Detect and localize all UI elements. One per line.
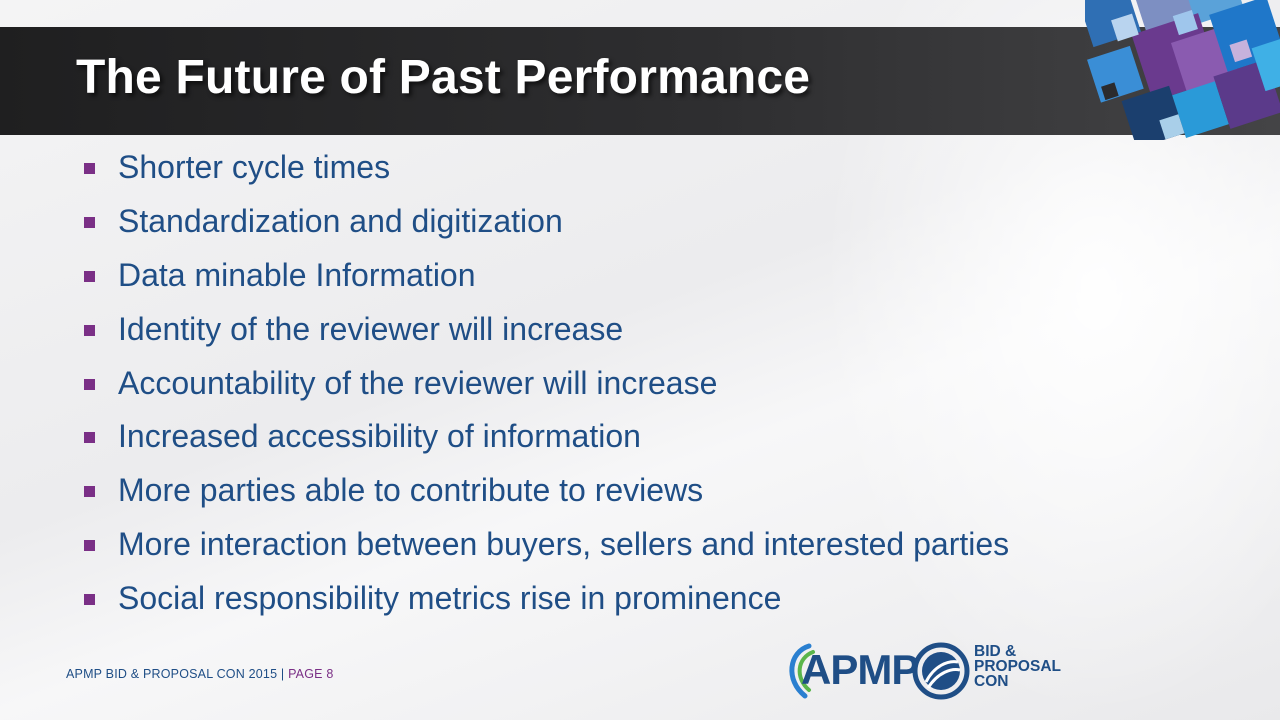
bullet-text: More parties able to contribute to revie… <box>118 472 704 509</box>
square-bullet-icon <box>84 163 95 175</box>
bullet-item: More parties able to contribute to revie… <box>84 464 1009 518</box>
bullet-item: Increased accessibility of information <box>84 410 1009 464</box>
bid-logo-line: CON <box>974 673 1009 690</box>
bid-proposal-con-logo-icon <box>912 642 970 700</box>
square-bullet-icon <box>84 432 95 444</box>
bullet-text: Data minable Information <box>118 256 476 293</box>
apmp-logo: APMP <box>783 640 919 702</box>
bullet-text: Social responsibility metrics rise in pr… <box>118 579 782 616</box>
bullet-text: More interaction between buyers, sellers… <box>118 525 1010 562</box>
bid-logo-line: PROPOSAL <box>974 658 1061 675</box>
bullet-text: Standardization and digitization <box>118 203 563 240</box>
bullet-text: Identity of the reviewer will increase <box>118 310 624 347</box>
bid-proposal-con-text: BID & PROPOSAL CON <box>974 643 1061 690</box>
square-bullet-icon <box>84 270 95 282</box>
apmp-logo-icon <box>789 643 815 699</box>
slide-title: The Future of Past Performance <box>76 51 811 104</box>
bullet-item: Data minable Information <box>84 249 1009 303</box>
square-bullet-icon <box>84 378 95 390</box>
bid-logo-line: BID & <box>974 643 1017 660</box>
title-bar <box>0 27 1280 135</box>
bid-proposal-con-logo: BID & PROPOSAL CON <box>912 640 1062 702</box>
square-bullet-icon <box>84 486 95 498</box>
footer-event: APMP BID & PROPOSAL CON 2015 <box>66 667 278 681</box>
square-bullet-icon <box>84 539 95 551</box>
bullet-item: Accountability of the reviewer will incr… <box>84 356 1009 410</box>
bullet-text: Increased accessibility of information <box>118 418 641 455</box>
apmp-logo-text: APMP <box>801 646 919 693</box>
bullet-item: More interaction between buyers, sellers… <box>84 518 1009 572</box>
mosaic-squares-decoration <box>1085 0 1280 140</box>
square-bullet-icon <box>84 217 95 229</box>
square-bullet-icon <box>84 593 95 605</box>
bullet-item: Social responsibility metrics rise in pr… <box>84 571 1009 625</box>
bullet-item: Shorter cycle times <box>84 141 1009 195</box>
square-bullet-icon <box>84 324 95 336</box>
bullet-text: Shorter cycle times <box>118 149 391 186</box>
bullet-item: Identity of the reviewer will increase <box>84 302 1009 356</box>
page-number: PAGE 8 <box>288 667 334 681</box>
slide-footer: APMP BID & PROPOSAL CON 2015 | PAGE 8 <box>66 667 334 681</box>
bullet-text: Accountability of the reviewer will incr… <box>118 364 718 401</box>
footer-separator: | <box>280 667 285 681</box>
bullet-item: Standardization and digitization <box>84 195 1009 249</box>
bullet-list: Shorter cycle times Standardization and … <box>84 141 1009 625</box>
